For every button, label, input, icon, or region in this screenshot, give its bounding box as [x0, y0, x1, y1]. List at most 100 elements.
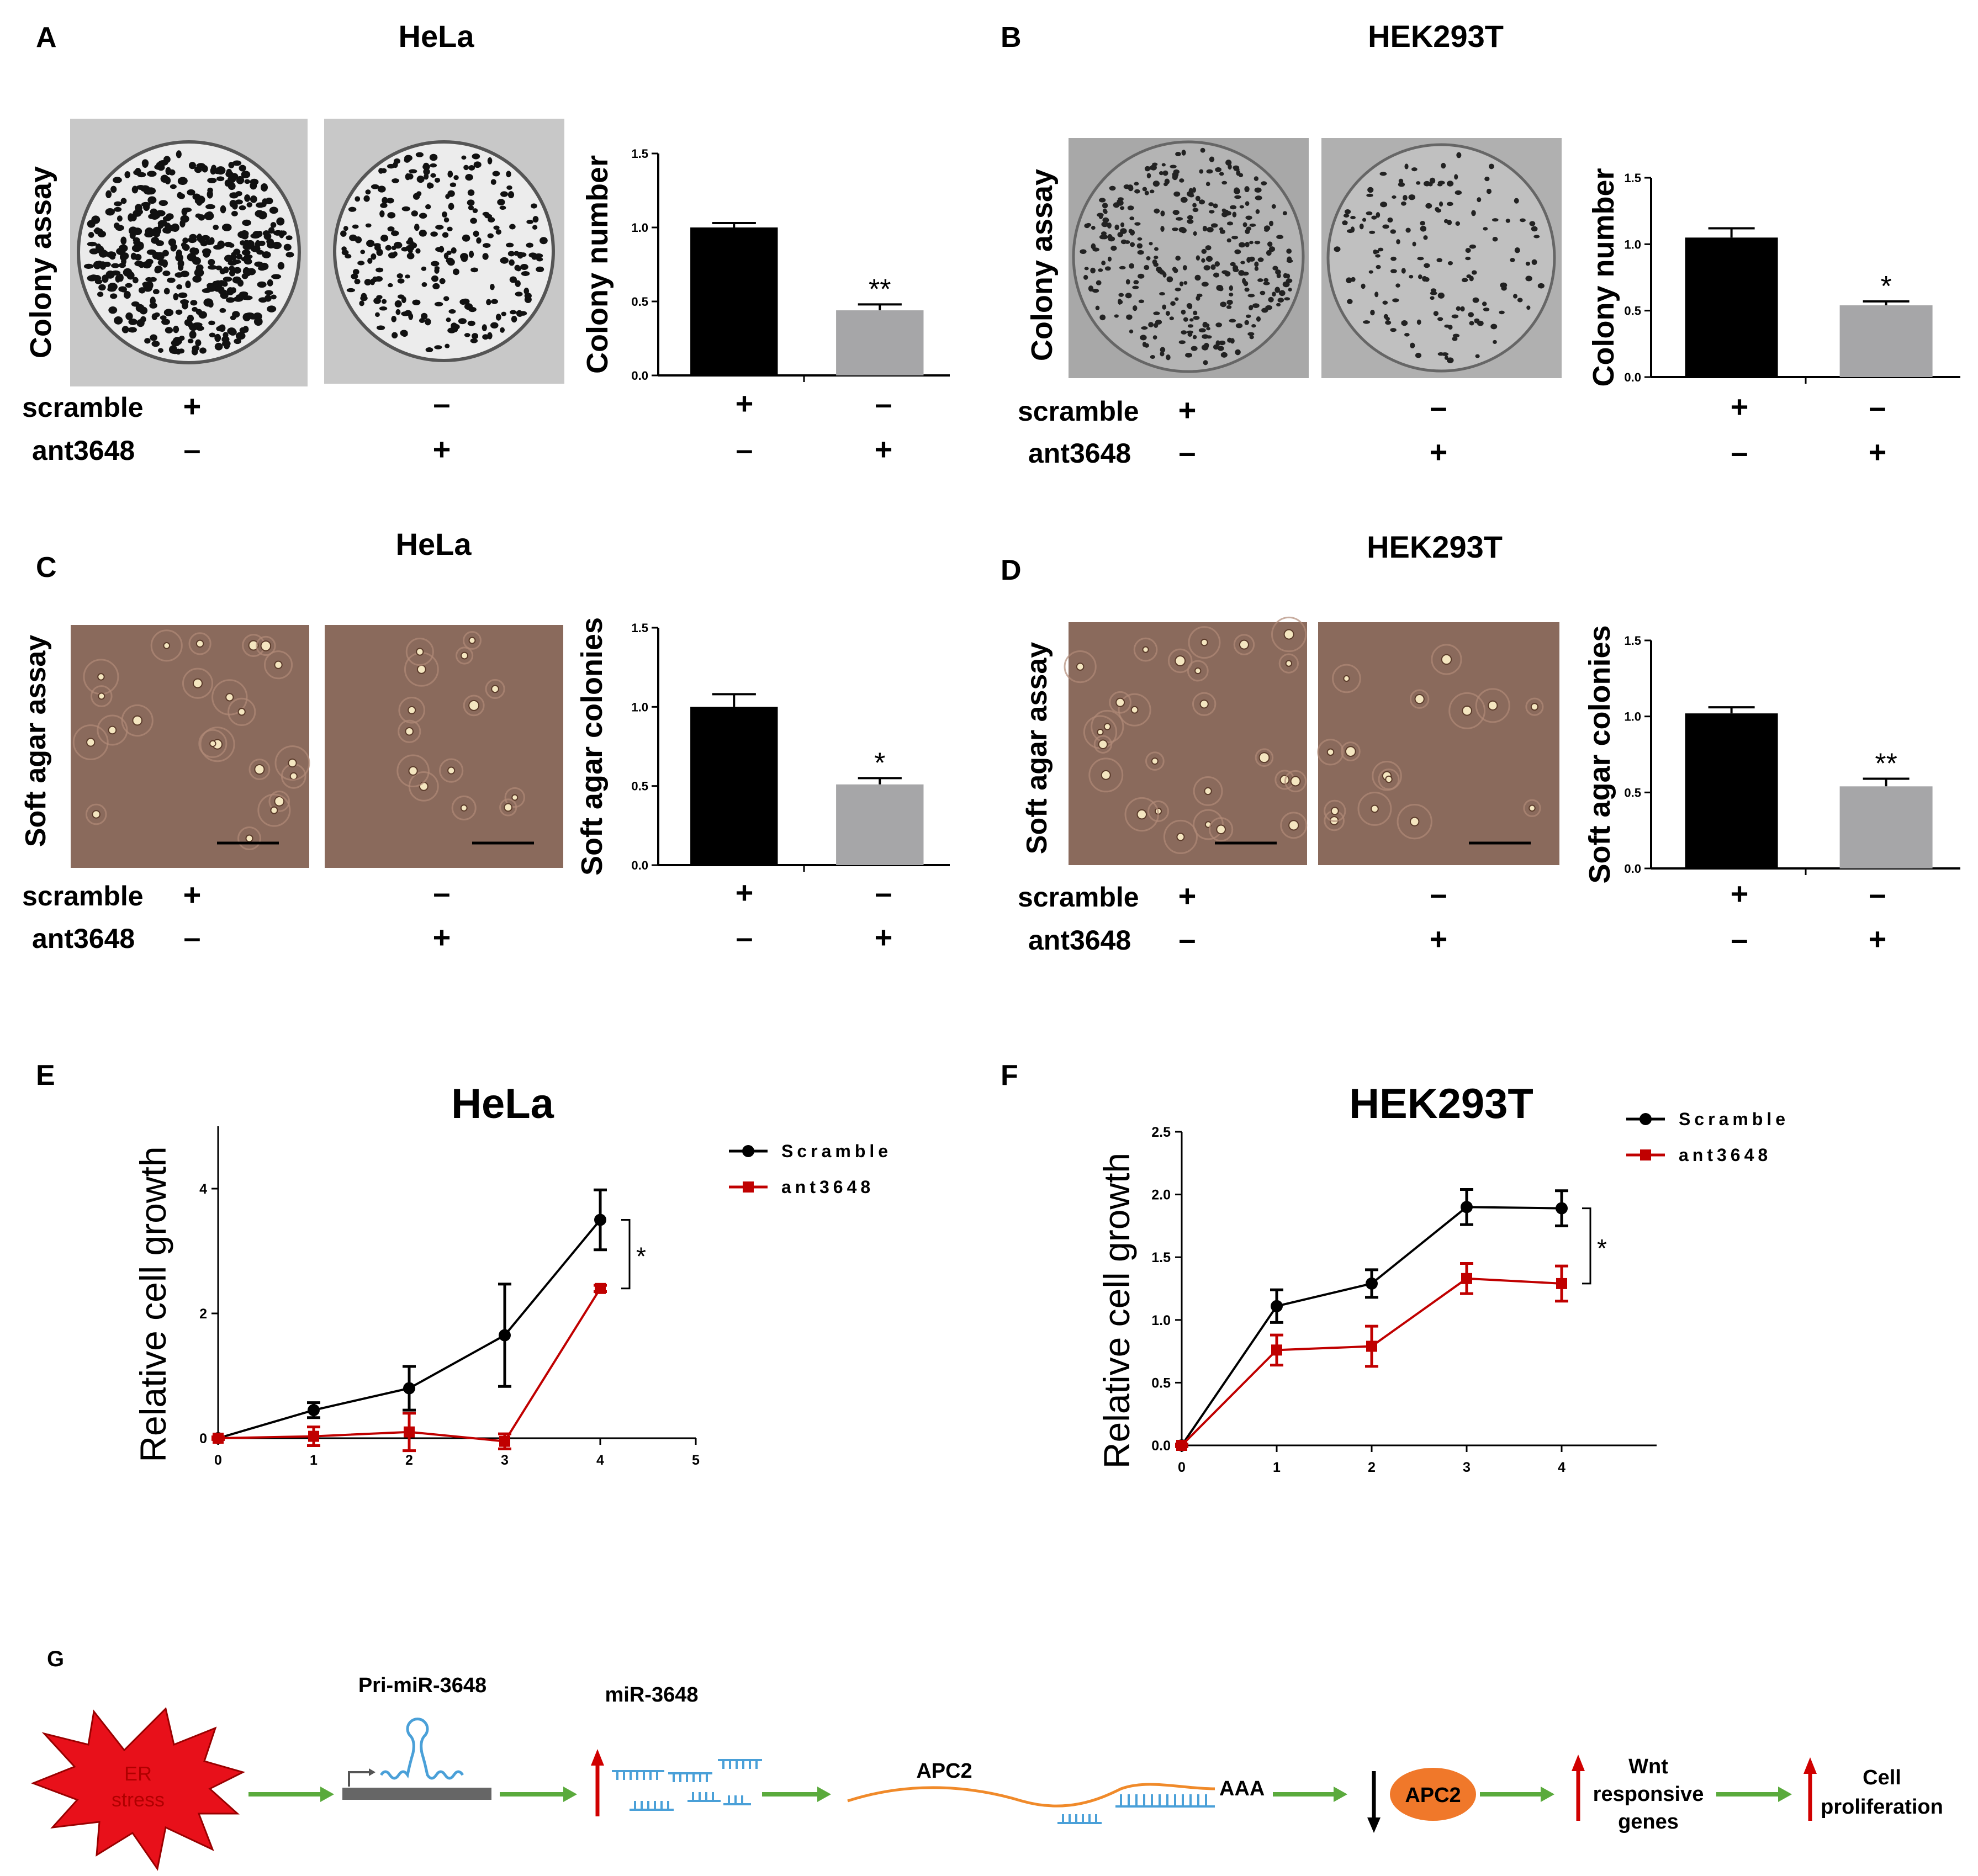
colony-dot: [1392, 195, 1397, 199]
panel-letter-a: A: [36, 22, 57, 54]
colony-dot: [89, 248, 99, 255]
colony-dot: [1492, 236, 1498, 242]
agar-colony-halo: [463, 695, 485, 717]
significance-bracket: [1582, 1207, 1591, 1285]
colony-dot: [423, 168, 430, 175]
data-point: [499, 1435, 510, 1447]
colony-dot: [1254, 266, 1259, 271]
colony-dot: [88, 232, 94, 238]
agar-colony-halo: [1208, 817, 1234, 842]
y-tick-label: 0.0: [1624, 862, 1641, 876]
colony-dot: [209, 332, 216, 338]
agar-colony: [1258, 752, 1270, 764]
colony-dot: [515, 280, 521, 287]
agar-colony: [1288, 820, 1299, 831]
colony-dot: [128, 226, 137, 235]
colony-dot: [1344, 209, 1351, 214]
colony-dot: [1224, 271, 1231, 277]
colony-dot: [1404, 332, 1410, 337]
sign: –: [183, 920, 200, 955]
colony-dot: [1437, 317, 1443, 321]
panel-b: B HEK293T Colony assay scramble ant3648 …: [1001, 19, 1960, 469]
colony-dot: [459, 299, 467, 305]
colony-dots: [340, 152, 548, 353]
agar-colony-halo: [1124, 797, 1159, 832]
colony-dot: [1376, 264, 1381, 269]
data-point: [308, 1404, 320, 1417]
colony-dot: [1215, 322, 1222, 327]
sign: +: [875, 432, 893, 467]
colony-dot: [1170, 301, 1176, 306]
colony-dot: [1240, 261, 1245, 264]
agar-colony: [163, 642, 171, 649]
colony-dot: [115, 225, 124, 231]
colony-dot: [451, 247, 457, 254]
colony-dot: [1272, 292, 1276, 297]
colony-dot: [245, 256, 251, 263]
colony-dot: [1279, 290, 1286, 296]
colony-dot: [1098, 268, 1103, 272]
agar-colony-halo: [248, 759, 271, 780]
agar-colony-halo: [97, 714, 128, 746]
colony-dot: [1173, 191, 1181, 197]
agar-colony: [1345, 746, 1356, 757]
colony-dot: [276, 217, 285, 226]
colony-dot: [1244, 320, 1249, 325]
colony-dot: [235, 294, 244, 301]
colony-dot: [1210, 264, 1216, 270]
colony-dot: [1136, 243, 1143, 249]
colony-dot: [482, 324, 487, 331]
colony-dot: [1153, 311, 1160, 315]
colony-dot: [1140, 335, 1147, 341]
colony-dot: [1272, 266, 1278, 271]
colony-dot: [404, 155, 412, 161]
colony-dot: [524, 296, 532, 303]
chart-title: HeLa: [451, 1080, 554, 1127]
colony-dot: [509, 224, 516, 230]
colony-dot: [1375, 254, 1381, 258]
agar-colony-halo: [1187, 660, 1209, 682]
sign: –: [183, 432, 200, 467]
colony-dot: [1134, 189, 1140, 194]
colony-dot: [1275, 269, 1281, 275]
colony-dot: [1483, 227, 1488, 231]
agar-colony: [1151, 757, 1159, 765]
sign: +: [1430, 434, 1448, 469]
x-tick-label: 4: [596, 1453, 604, 1468]
colony-dot: [155, 252, 165, 261]
agar-colony: [108, 725, 117, 735]
colony-dot: [229, 255, 237, 261]
colony-dot: [226, 287, 234, 295]
colony-dot: [394, 300, 402, 308]
colony-dot: [374, 245, 381, 251]
colony-dot: [207, 190, 213, 199]
colony-dot: [476, 237, 482, 244]
arrow-right-icon: [500, 1787, 577, 1802]
colony-dot: [526, 220, 534, 224]
colony-dot: [158, 348, 163, 353]
colony-dot: [1199, 169, 1204, 174]
agar-colony-halo: [182, 667, 214, 699]
panel-a-title: HeLa: [399, 19, 475, 54]
data-point: [1366, 1277, 1378, 1290]
x-tick-label: 4: [1558, 1460, 1566, 1475]
colony-dot: [1219, 230, 1226, 234]
colony-dot: [189, 330, 197, 339]
soft-agar-photo-scramble-hek293t: [1064, 616, 1308, 865]
colony-dot: [188, 162, 196, 169]
colony-dot: [1455, 190, 1462, 195]
colony-dot: [1244, 287, 1250, 292]
colony-dot: [373, 298, 381, 304]
colony-dot: [1430, 291, 1437, 295]
colony-dot: [379, 210, 385, 218]
agar-colony: [97, 673, 105, 681]
colony-dot: [224, 241, 233, 247]
colony-dot: [467, 189, 475, 196]
agar-colony: [511, 794, 519, 801]
colony-dot: [233, 248, 241, 255]
panel-b-assay-label: Colony assay: [1025, 169, 1059, 361]
agar-colony-halo: [451, 795, 477, 820]
agar-colony-halo: [1431, 644, 1462, 675]
colony-dot: [244, 240, 250, 245]
colony-dot: [1390, 256, 1397, 261]
